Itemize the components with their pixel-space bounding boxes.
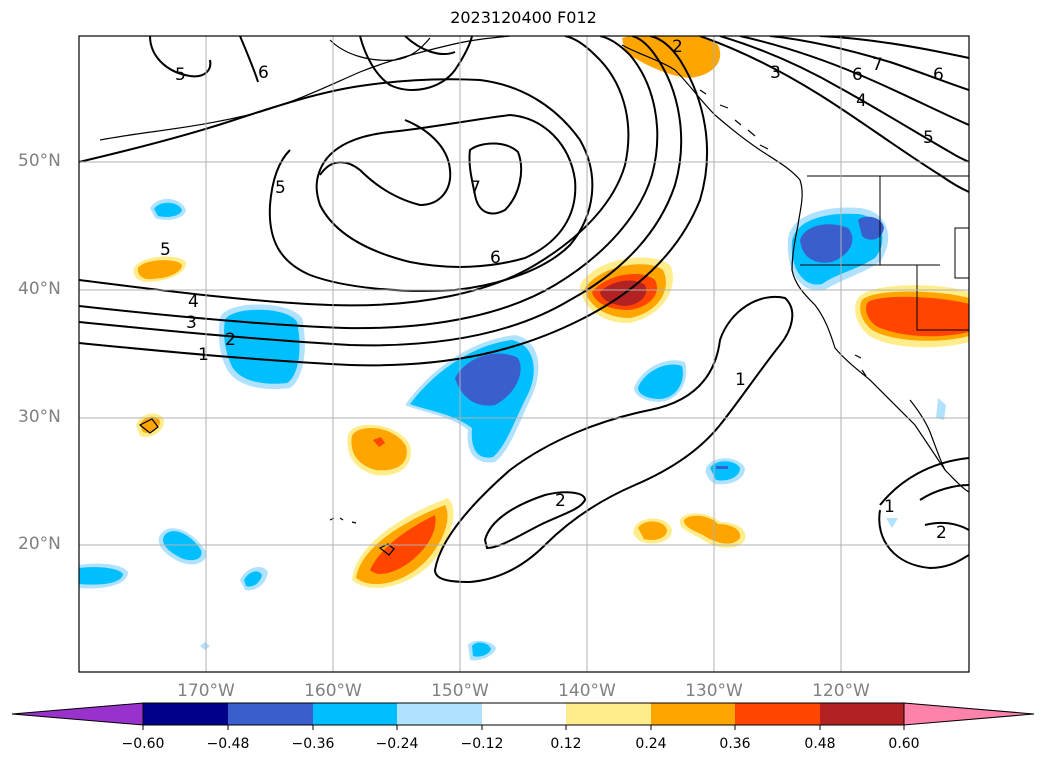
colorbar (11, 702, 1035, 730)
lon-label-140w: 140°W (558, 681, 616, 701)
contour-label: 5 (923, 128, 934, 148)
contour-label: 2 (672, 37, 683, 57)
contour-label: 1 (735, 370, 746, 390)
contour-label: 4 (856, 91, 867, 111)
colorbar-over-arrow (903, 702, 1035, 726)
colorbar-tick-label: −0.60 (121, 736, 165, 752)
colorbar-bin (313, 703, 397, 725)
colorbar-tick-label: 0.48 (804, 736, 836, 752)
contour-label: 5 (175, 65, 186, 85)
contour-label: 2 (225, 330, 236, 350)
colorbar-bin (566, 703, 651, 725)
contour-label: 4 (188, 292, 199, 312)
colorbar-tick-label: 0.60 (888, 736, 920, 752)
contour-label-group: 5 6 5 7 6 5 4 3 2 1 2 3 6 7 6 4 5 1 2 1 … (160, 37, 947, 543)
colorbar-bin (482, 703, 566, 725)
contour-label: 6 (852, 65, 863, 85)
colorbar-bin (143, 703, 228, 725)
lat-label-50n: 50°N (18, 151, 61, 171)
contour-label: 7 (872, 55, 883, 75)
lat-label-20n: 20°N (18, 534, 61, 554)
colorbar-bin (651, 703, 735, 725)
colorbar-tick-label: −0.24 (375, 736, 419, 752)
contour-label: 6 (933, 65, 944, 85)
map-plot-area (79, 36, 969, 661)
lon-label-160w: 160°W (304, 681, 362, 701)
colorbar-under-arrow (11, 702, 144, 726)
contour-lines (79, 36, 969, 584)
contour-label: 7 (470, 178, 481, 198)
colorbar-tick-label: 0.24 (635, 736, 667, 752)
contour-label: 2 (936, 523, 947, 543)
map-title: 2023120400 F012 (450, 8, 597, 27)
colorbar-bin (228, 703, 313, 725)
contour-label: 5 (275, 178, 286, 198)
contour-label: 3 (770, 63, 781, 83)
contour-label: 2 (555, 491, 566, 511)
map-frame (78, 35, 970, 673)
colorbar-tick-label: −0.48 (206, 736, 250, 752)
contour-label: 1 (198, 345, 209, 365)
contour-label: 1 (884, 497, 895, 517)
lat-label-40n: 40°N (18, 279, 61, 299)
lat-label-30n: 30°N (18, 407, 61, 427)
contour-label: 6 (258, 63, 269, 83)
colorbar-bin (735, 703, 820, 725)
graticule (79, 36, 969, 672)
contour-label: 6 (490, 248, 501, 268)
colorbar-tick-label: −0.12 (460, 736, 504, 752)
lon-label-130w: 130°W (685, 681, 743, 701)
lon-label-150w: 150°W (431, 681, 489, 701)
colorbar-tick-label: 0.12 (550, 736, 582, 752)
colorbar-bin (397, 703, 482, 725)
colorbar-outline (142, 702, 905, 726)
lon-label-170w: 170°W (177, 681, 235, 701)
colorbar-bin (820, 703, 904, 725)
contour-label: 3 (186, 313, 197, 333)
contour-label: 5 (160, 240, 171, 260)
lon-label-120w: 120°W (812, 681, 870, 701)
colorbar-tick-label: −0.36 (291, 736, 335, 752)
boundaries (800, 175, 969, 331)
colorbar-tick-label: 0.36 (719, 736, 751, 752)
